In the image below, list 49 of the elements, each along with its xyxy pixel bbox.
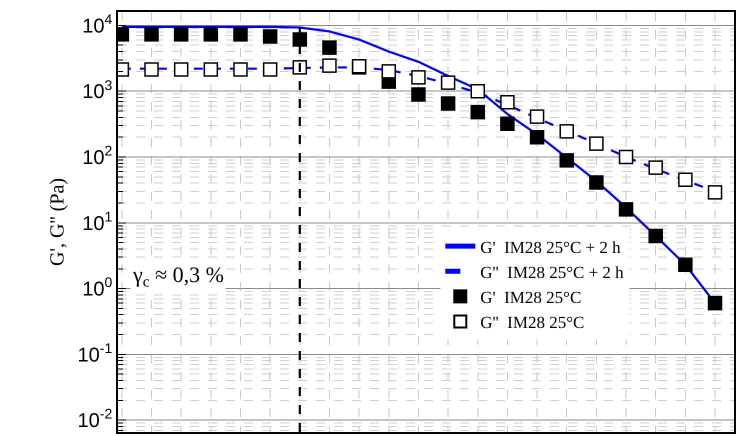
point [411,87,426,102]
point [500,94,515,110]
point [174,62,188,77]
y-tick-label: 10$^{0}$ [82,274,112,301]
point [530,130,544,144]
legend-label: G' IM28 25°C [480,288,582,307]
point [174,27,188,42]
point [292,32,308,47]
point [678,172,693,188]
y-axis-title: G', G'' (Pa) [46,178,69,266]
y-tick-label: 10$^{-2}$ [78,406,112,432]
legend-label: G' IM28 25°C + 2 h [480,238,622,257]
point [262,29,278,44]
point [618,150,634,164]
point [440,96,456,111]
point [322,58,337,73]
point [559,153,574,168]
point [411,70,426,85]
point [708,185,722,200]
point [470,84,485,98]
point [233,27,248,42]
point [530,109,544,124]
point [204,62,218,77]
point [589,136,604,151]
legend-label: G'' IM28 25°C + 2 h [480,262,624,282]
y-tick-label: 10$^{2}$ [82,142,112,169]
point [648,160,663,175]
point [500,116,515,132]
point [708,296,722,310]
annotation: γ$_{c}$ ≈ 0,3 % [132,262,224,291]
point [470,104,485,120]
point [440,75,456,90]
y-tick-label: 10$^{3}$ [82,76,112,104]
point [262,62,278,77]
point [144,27,159,42]
point [678,258,693,272]
point [322,40,337,55]
point [589,175,604,190]
y-tick-label: 10$^{4}$ [82,11,112,38]
point [233,62,248,77]
point [648,228,663,244]
point [559,124,574,139]
point [204,27,218,42]
point [382,64,396,79]
y-tick-label: 10$^{-1}$ [78,340,112,366]
point [144,62,159,77]
point [618,202,634,217]
legend-label: G'' IM28 25°C [480,313,584,332]
y-tick-label: 10$^{1}$ [82,208,112,235]
